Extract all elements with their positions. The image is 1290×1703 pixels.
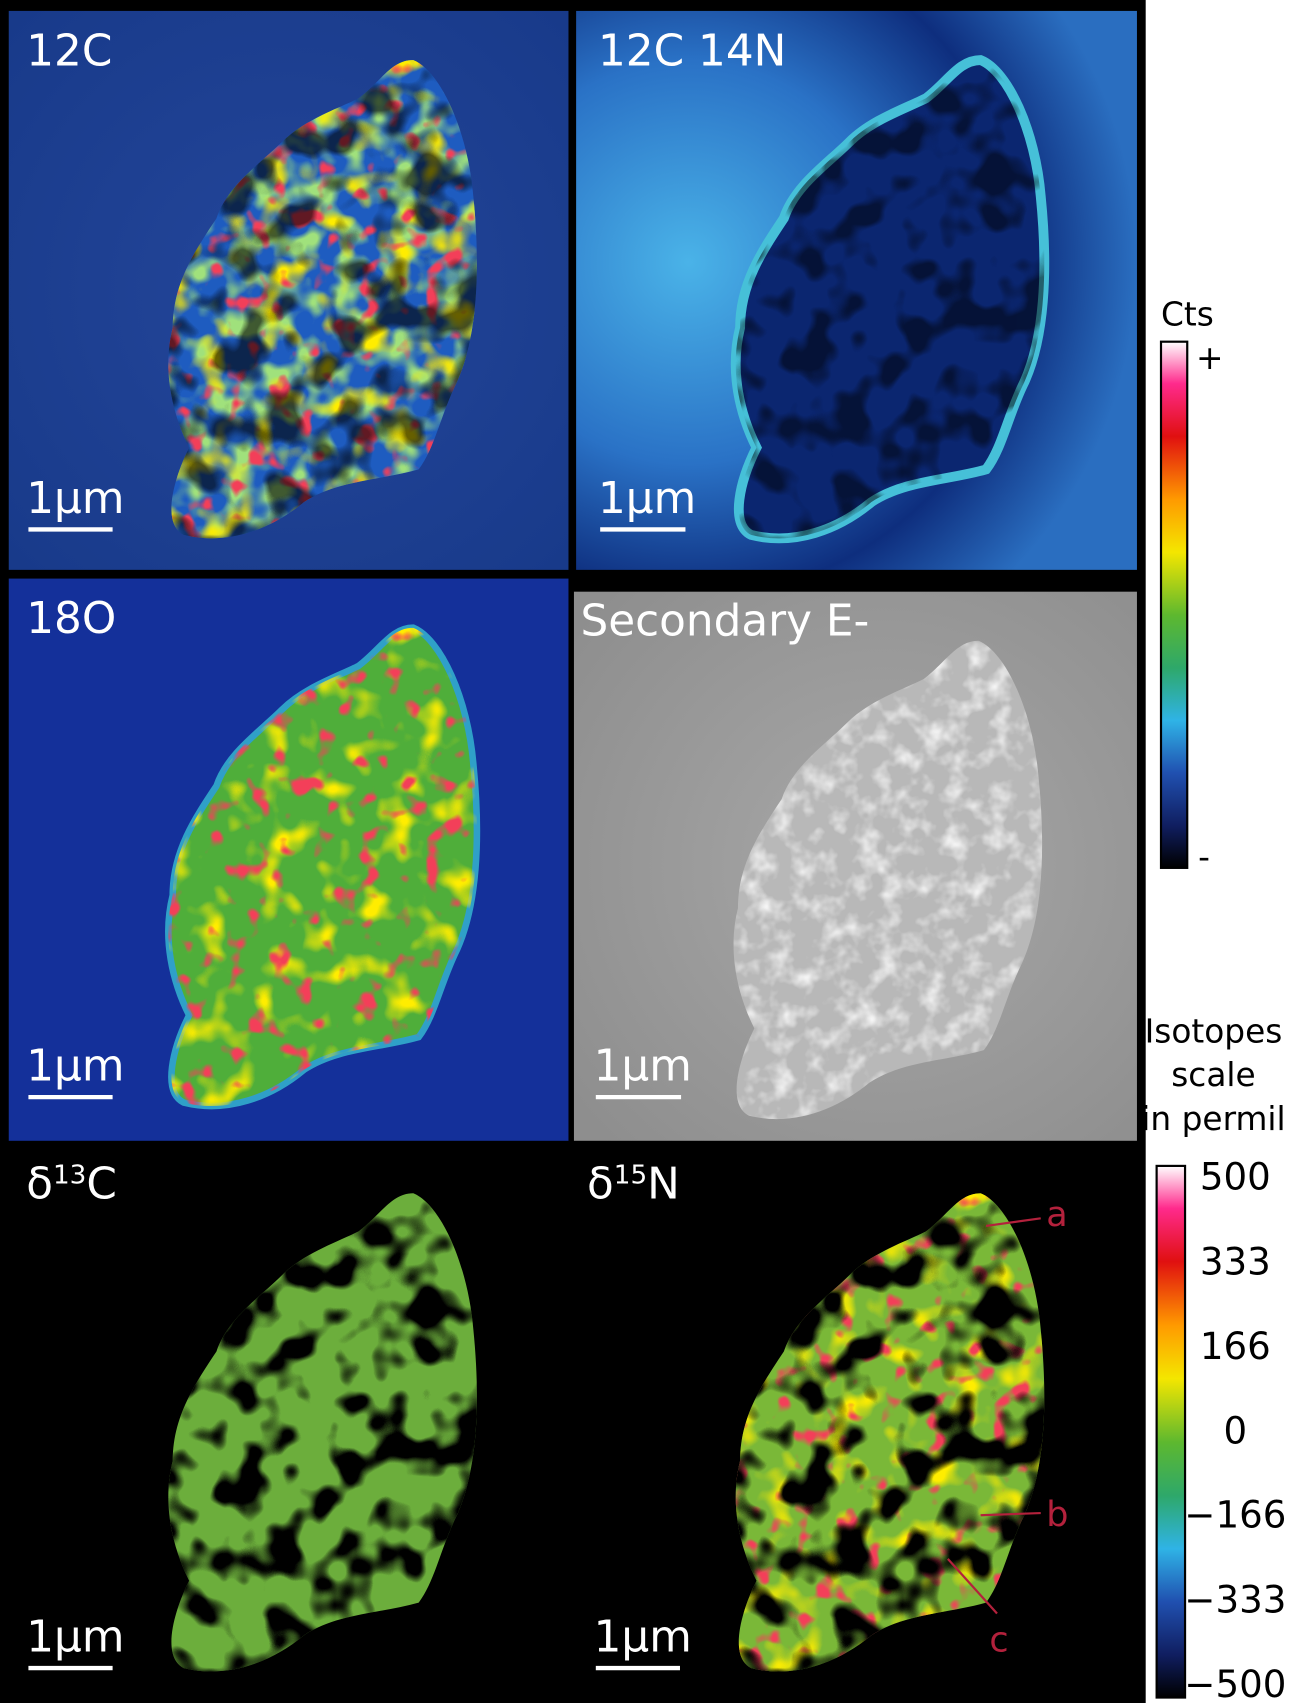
panel-18o: 18O 1µm xyxy=(9,579,569,1141)
isotope-title-line: in permil xyxy=(1141,1100,1285,1138)
panel-label: 18O xyxy=(26,593,116,644)
label-element: N xyxy=(647,1159,680,1210)
panel-label: 12C xyxy=(26,26,112,77)
isotope-tick-label: 500 xyxy=(1200,1156,1271,1199)
page: {"panels": [ {"label": "12C", "scale_bar… xyxy=(0,0,1290,1703)
colorbar xyxy=(1157,1166,1185,1698)
isotope-tick-label: −333 xyxy=(1184,1578,1286,1621)
colorbar-min-label: - xyxy=(1198,838,1210,876)
isotope-tick-label: −500 xyxy=(1184,1663,1286,1703)
colorbar-title: Cts xyxy=(1161,295,1214,333)
panel-12c: 12C 1µm xyxy=(9,11,569,570)
panel-d15n: δ15N 1µm a b c xyxy=(576,1144,1137,1703)
label-superscript: 13 xyxy=(53,1160,86,1190)
label-symbol: δ xyxy=(587,1159,614,1210)
scale-bar-label: 1µm xyxy=(594,1612,692,1663)
figure: 12C 1µm 12C 14N 1µm 18O 1µm Secondary E-… xyxy=(0,0,1290,1703)
isotope-title-line: Isotopes xyxy=(1145,1013,1283,1051)
colorbar-max-label: + xyxy=(1196,339,1223,377)
isotope-tick-label: 166 xyxy=(1200,1325,1271,1368)
annotation: c xyxy=(989,1621,1008,1661)
scale-bar-label: 1µm xyxy=(26,473,124,524)
panel-secondary-e: Secondary E- 1µm xyxy=(574,592,1137,1151)
panel-label: 12C 14N xyxy=(598,26,786,77)
isotope-title-line: scale xyxy=(1171,1056,1255,1094)
label-symbol: δ xyxy=(26,1159,53,1210)
isotope-ticks: 500 333 166 0 −166 −333 −500 xyxy=(1184,1156,1286,1703)
annotation: b xyxy=(1046,1495,1068,1535)
panel-12c14n: 12C 14N 1µm xyxy=(576,11,1137,570)
panel-d13c: δ13C 1µm xyxy=(9,1144,569,1703)
label-superscript: 15 xyxy=(614,1160,647,1190)
colorbar xyxy=(1161,342,1187,868)
isotope-tick-label: 0 xyxy=(1224,1409,1248,1452)
annotation: a xyxy=(1046,1195,1067,1235)
scale-bar-label: 1µm xyxy=(598,473,696,524)
scale-bar-label: 1µm xyxy=(26,1041,124,1092)
scale-bar-label: 1µm xyxy=(26,1612,124,1663)
panel-label: Secondary E- xyxy=(581,595,870,646)
scale-bar-label: 1µm xyxy=(594,1041,692,1092)
isotope-title: Isotopes scale in permil xyxy=(1141,1013,1285,1138)
label-element: C xyxy=(86,1159,117,1210)
isotope-tick-label: −166 xyxy=(1184,1494,1286,1537)
isotope-tick-label: 333 xyxy=(1200,1240,1271,1283)
